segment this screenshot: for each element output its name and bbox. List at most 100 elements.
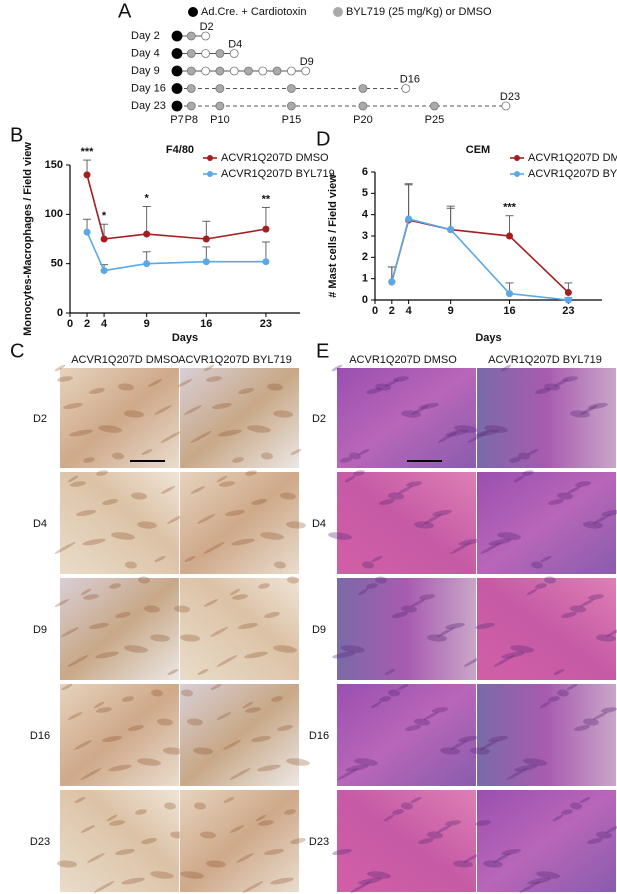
cell-texture [514,764,538,772]
error-bar [404,184,413,219]
micrograph [477,790,616,892]
cell-texture [580,405,598,415]
cell-texture [539,701,551,709]
cell-texture [216,712,232,720]
cell-texture [203,599,219,607]
timeline-dot [171,100,183,112]
y-tick-label: 6 [362,166,368,178]
cell-texture [357,588,369,596]
significance: * [145,192,150,204]
cell-texture [164,802,176,810]
row-label: D9 [312,624,326,636]
timeline-dot [171,83,183,94]
cell-texture [427,831,443,839]
micrograph [477,368,616,468]
cell-texture [286,521,306,529]
cell-texture [181,689,193,697]
cell-texture [519,881,541,893]
cell-texture [358,877,382,885]
significance: * [102,210,107,222]
cell-texture [89,622,109,630]
cell-texture [393,376,409,382]
cell-texture [540,556,552,562]
x-tick-label: 4 [406,305,413,317]
cell-texture [63,402,83,410]
cell-texture [115,848,135,856]
cell-texture [174,605,190,613]
micrograph [477,578,616,680]
cell-texture [536,871,560,879]
cell-texture [575,481,591,487]
cell-texture [436,825,452,833]
cell-texture [102,498,118,506]
cell-texture [379,696,391,702]
cell-texture [267,383,283,391]
cell-texture [454,425,478,433]
cell-texture [418,837,434,845]
y-tick-label: 0 [362,294,368,306]
x-tick-label: 2 [84,318,90,330]
cell-texture [414,521,434,529]
cell-texture [69,429,93,437]
cell-texture [108,764,132,772]
series-line [86,174,267,240]
micrograph [60,578,179,680]
cell-texture [273,410,293,418]
cell-texture [150,634,170,642]
y-axis-label: # Mast cells / Field view [327,174,339,298]
cell-texture [190,431,212,443]
x-tick-label: 16 [503,305,515,317]
cell-texture [229,768,251,780]
cell-texture [264,611,280,619]
panel-label: C [10,340,24,362]
legend-text: Ad.Cre. + Cardiotoxin [201,6,306,18]
cell-texture [480,740,498,750]
cell-texture [244,651,268,659]
timeline-tick: P7 [170,114,183,126]
timeline-dot [186,49,196,58]
cell-texture [587,837,603,845]
cell-texture [67,655,89,667]
cell-texture [70,481,86,487]
cell-texture [157,718,173,726]
x-axis-label: Days [172,332,198,344]
cell-texture [453,860,473,868]
cell-texture [344,475,356,483]
cell-texture [273,645,297,653]
timeline-dot [186,31,196,41]
cell-texture [80,825,96,833]
cell-texture [118,383,134,391]
cell-texture [141,449,153,455]
cell-texture [251,735,271,743]
x-tick-label: 4 [101,318,108,330]
timeline-dot [501,101,511,111]
row-label: D23 [30,836,50,848]
cell-texture [522,470,534,476]
cell-texture [397,486,413,494]
cell-texture [445,622,465,630]
cell-texture [362,561,374,569]
cell-texture [154,405,172,415]
timeline-dot [301,66,311,76]
cell-texture [200,831,216,839]
x-tick-label: 16 [200,318,212,330]
cell-texture [203,542,225,554]
data-point [100,235,108,243]
cell-texture [257,764,281,772]
data-point [447,226,455,234]
cell-texture [513,475,525,483]
cell-texture [216,655,238,667]
significance: *** [81,146,95,158]
cell-texture [247,425,271,433]
cell-texture [290,837,306,845]
cell-texture [606,627,617,637]
y-tick-label: 4 [362,209,369,221]
micrograph [337,578,476,680]
timeline-dot [272,66,282,76]
cell-texture [274,561,286,569]
cell-texture [574,724,590,732]
cell-texture [410,797,422,803]
cell-texture [109,820,125,826]
cell-texture [588,402,608,410]
cell-texture [80,768,102,780]
